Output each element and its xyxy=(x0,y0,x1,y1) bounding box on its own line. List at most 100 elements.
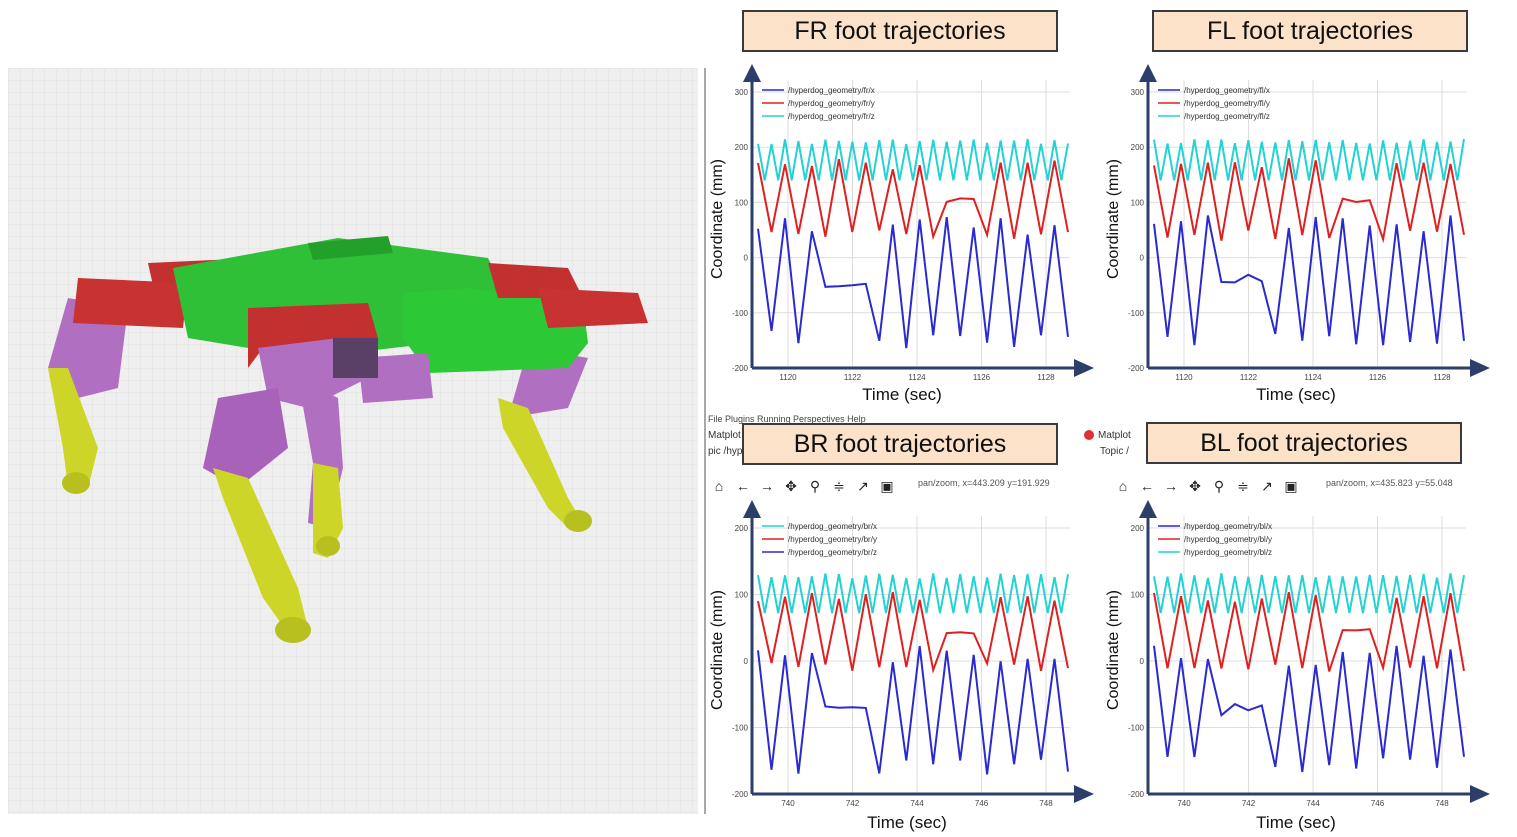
edit-axis-icon[interactable]: ↗ xyxy=(1261,477,1273,494)
series-line-y xyxy=(1153,158,1465,244)
y-tick-label: 100 xyxy=(735,591,749,600)
forward-arrow-icon[interactable]: → xyxy=(760,478,774,494)
coords-readout-bl: pan/zoom, x=435.823 y=55.048 xyxy=(1326,478,1453,488)
back-arrow-icon[interactable]: ← xyxy=(736,478,750,494)
home-icon[interactable]: ⌂ xyxy=(1118,478,1128,494)
bl-xlabel: Time (sec) xyxy=(1256,813,1336,832)
y-tick-label: -100 xyxy=(732,724,749,733)
pan-icon[interactable]: ✥ xyxy=(785,477,797,494)
fr-xlabel: Time (sec) xyxy=(862,385,942,404)
y-tick-label: 100 xyxy=(1131,198,1145,207)
br-title: BR foot trajectories xyxy=(742,423,1058,465)
y-tick-label: 100 xyxy=(735,198,749,207)
y-tick-label: -200 xyxy=(1128,790,1145,799)
front-right-leg xyxy=(203,338,433,643)
x-axis-arrow xyxy=(1074,785,1094,803)
x-tick-label: 748 xyxy=(1039,799,1053,808)
y-tick-label: -100 xyxy=(1128,724,1145,733)
y-tick-label: 0 xyxy=(1140,254,1145,263)
save-icon[interactable]: ▣ xyxy=(1284,477,1298,494)
plot-toolbar-bl: ⌂ ← → ✥ ⚲ ≑ ↗ ▣ xyxy=(1114,474,1300,498)
coords-readout-br: pan/zoom, x=443.209 y=191.929 xyxy=(918,478,1050,488)
forward-arrow-icon[interactable]: → xyxy=(1164,478,1178,494)
y-tick-label: 300 xyxy=(1131,88,1145,97)
x-tick-label: 748 xyxy=(1435,799,1449,808)
series-line-x xyxy=(1153,645,1465,773)
y-tick-label: 100 xyxy=(1131,591,1145,600)
y-tick-label: 200 xyxy=(735,524,749,533)
bl-title: BL foot trajectories xyxy=(1146,422,1462,464)
y-tick-label: 0 xyxy=(744,657,749,666)
y-tick-label: -200 xyxy=(732,790,749,799)
y-tick-label: 300 xyxy=(735,88,749,97)
y-axis-arrow xyxy=(743,500,761,518)
save-icon[interactable]: ▣ xyxy=(880,477,894,494)
robot-body xyxy=(73,236,648,373)
zoom-icon[interactable]: ⚲ xyxy=(809,477,821,494)
fl-xlabel: Time (sec) xyxy=(1256,385,1336,404)
left-topic-label: pic /hyp xyxy=(708,446,743,457)
legend-entry: /hyperdog_geometry/fl/y xyxy=(1184,99,1270,108)
quadruped-robot-model xyxy=(8,68,698,814)
legend-entry: /hyperdog_geometry/fr/z xyxy=(788,112,875,121)
fl-title: FL foot trajectories xyxy=(1152,10,1468,52)
x-axis-arrow xyxy=(1074,359,1094,377)
right-window-title: Matplot xyxy=(1098,430,1131,441)
legend-entry: /hyperdog_geometry/fr/x xyxy=(788,86,875,95)
legend-entry: /hyperdog_geometry/fr/y xyxy=(788,99,875,108)
y-tick-label: 0 xyxy=(1140,657,1145,666)
series-line-y xyxy=(757,591,1069,674)
x-tick-label: 1122 xyxy=(844,373,862,382)
br-xlabel: Time (sec) xyxy=(867,813,947,832)
y-tick-label: -200 xyxy=(1128,364,1145,373)
series-line-x xyxy=(1153,215,1465,346)
x-tick-label: 1124 xyxy=(908,373,926,382)
x-tick-label: 1128 xyxy=(1037,373,1055,382)
y-axis-label: Coordinate (mm) xyxy=(709,159,726,279)
configure-subplots-icon[interactable]: ≑ xyxy=(1237,477,1249,494)
back-arrow-icon[interactable]: ← xyxy=(1140,478,1154,494)
pan-icon[interactable]: ✥ xyxy=(1189,477,1201,494)
series-line-x xyxy=(757,216,1069,349)
x-tick-label: 740 xyxy=(781,799,795,808)
rear-left-leg xyxy=(298,378,343,558)
series-line-z xyxy=(1153,138,1465,181)
series-line-x xyxy=(757,645,1069,775)
series-line-y xyxy=(757,159,1069,241)
close-window-icon[interactable] xyxy=(1084,430,1094,440)
fl-plot[interactable]: 300 200 100 0 -100 -200 1120 1122 1124 1126 1128 Co… xyxy=(1104,64,1494,386)
x-tick-label: 1126 xyxy=(1369,373,1387,382)
legend-entry: /hyperdog_geometry/br/z xyxy=(788,548,877,557)
x-tick-label: 746 xyxy=(1371,799,1385,808)
y-tick-label: 200 xyxy=(735,143,749,152)
y-tick-label: -100 xyxy=(732,309,749,318)
bl-plot[interactable]: 200 100 0 -100 -200 740 742 744 746 748 Coordinate… xyxy=(1104,500,1494,812)
x-tick-label: 742 xyxy=(1242,799,1256,808)
y-tick-label: 200 xyxy=(1131,524,1145,533)
legend-entry: /hyperdog_geometry/br/x xyxy=(788,522,877,531)
y-tick-label: -200 xyxy=(732,364,749,373)
robot-3d-viewport[interactable] xyxy=(8,68,698,814)
x-tick-label: 746 xyxy=(975,799,989,808)
x-tick-label: 740 xyxy=(1177,799,1191,808)
fr-plot[interactable]: 300 200 100 0 -100 -200 1120 1122 1124 1126 1128 Co… xyxy=(708,64,1098,386)
home-icon[interactable]: ⌂ xyxy=(714,478,724,494)
right-topic-label: Topic / xyxy=(1100,446,1129,457)
y-axis-arrow xyxy=(743,64,761,82)
edit-axis-icon[interactable]: ↗ xyxy=(857,477,869,494)
x-tick-label: 1120 xyxy=(1175,373,1193,382)
br-plot[interactable]: 200 100 0 -100 -200 740 742 744 746 748 Coordinate… xyxy=(708,500,1098,812)
zoom-icon[interactable]: ⚲ xyxy=(1213,477,1225,494)
series-line-y xyxy=(1153,592,1465,672)
legend-entry: /hyperdog_geometry/fl/x xyxy=(1184,86,1270,95)
legend-entry: /hyperdog_geometry/bl/z xyxy=(1184,548,1272,557)
x-tick-label: 742 xyxy=(846,799,860,808)
x-tick-label: 1128 xyxy=(1433,373,1451,382)
y-axis-label: Coordinate (mm) xyxy=(709,590,726,710)
series-line-z xyxy=(757,573,1069,614)
menu-bar[interactable]: File Plugins Running Perspectives Help xyxy=(708,414,866,424)
viewport-separator[interactable] xyxy=(704,68,706,814)
x-tick-label: 1124 xyxy=(1304,373,1322,382)
plot-toolbar-br: ⌂ ← → ✥ ⚲ ≑ ↗ ▣ xyxy=(710,474,896,498)
configure-subplots-icon[interactable]: ≑ xyxy=(833,477,845,494)
